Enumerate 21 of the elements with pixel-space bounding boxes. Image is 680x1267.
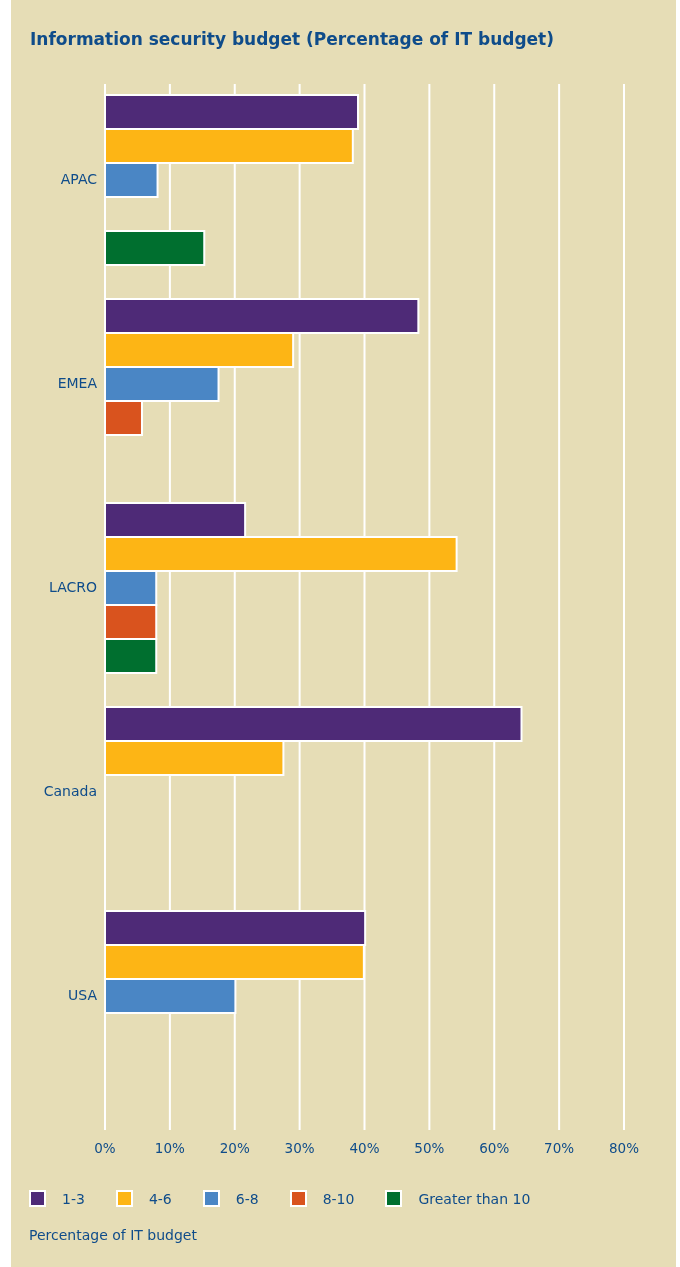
y-tick-label: Canada: [43, 783, 97, 799]
x-tick-label: 50%: [414, 1140, 445, 1156]
y-tick-label: APAC: [60, 171, 98, 187]
chart-title: Information security budget (Percentage of IT budget): [30, 29, 555, 49]
legend-label: Greater than 10: [418, 1190, 531, 1207]
legend-label: 4-6: [148, 1190, 172, 1207]
x-tick-label: 30%: [284, 1140, 315, 1156]
legend-label: 1-3: [62, 1190, 85, 1207]
legend-label: 6-8: [235, 1190, 259, 1207]
x-tick-label: 80%: [608, 1140, 640, 1156]
y-tick-label: USA: [68, 987, 98, 1003]
x-tick-label: 40%: [349, 1140, 380, 1156]
x-tick-label: 0%: [94, 1140, 116, 1156]
x-tick-label: 70%: [544, 1140, 575, 1156]
x-tick-label: 60%: [479, 1140, 510, 1156]
y-tick-label: LACRO: [49, 579, 97, 595]
legend-title: Percentage of IT budget: [29, 1227, 197, 1243]
x-tick-label: 10%: [154, 1140, 186, 1156]
legend-label: 8-10: [322, 1190, 355, 1207]
y-tick-label: EMEA: [57, 375, 98, 391]
x-tick-label: 20%: [219, 1140, 250, 1156]
